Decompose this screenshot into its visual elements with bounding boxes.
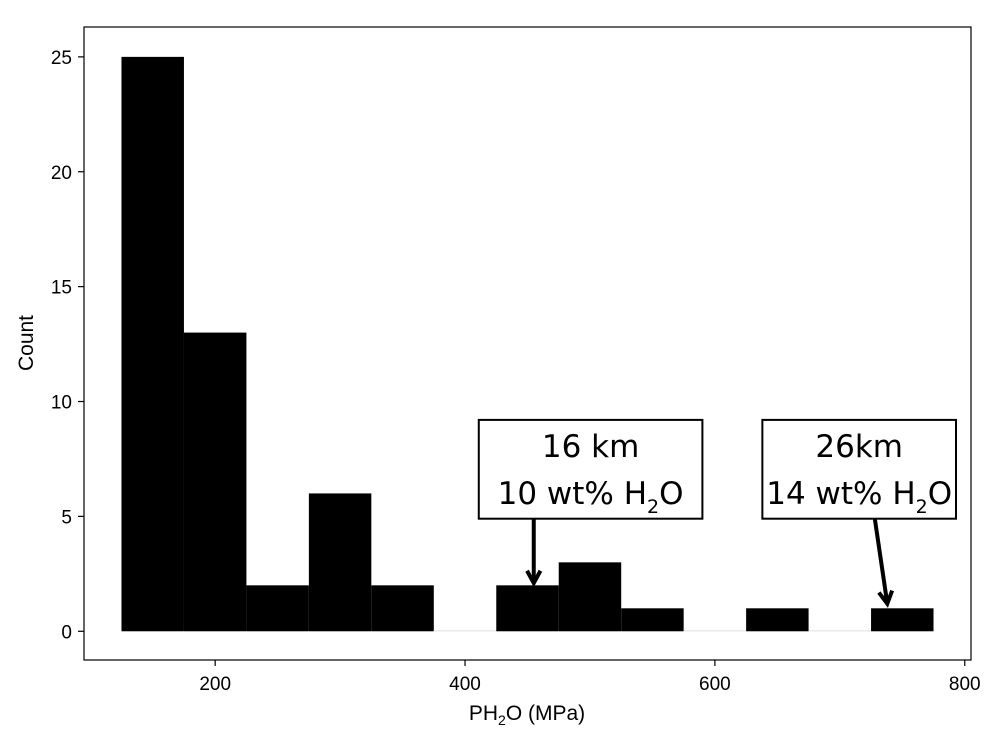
x-tick-label: 200	[199, 674, 231, 695]
annotation-box	[761, 418, 958, 520]
annotation-depth: 16 km	[542, 429, 639, 465]
y-tick-label: 5	[61, 507, 72, 528]
histogram-bar	[246, 585, 309, 632]
x-axis-title-subscript: 2	[498, 712, 506, 728]
x-axis-title-rest: O (MPa)	[506, 702, 585, 725]
annotation-water-rest: O	[659, 476, 683, 512]
histogram-bar	[433, 630, 497, 632]
annotation-arrowhead	[525, 569, 543, 588]
annotation-depth: 26km	[815, 429, 903, 465]
x-axis: 200 400 600 800	[199, 660, 981, 695]
y-tick-label: 25	[51, 48, 72, 69]
annotation-water-content: 10 wt% H2O	[498, 476, 684, 518]
annotation-arrowhead	[877, 589, 895, 608]
annotation-box	[477, 418, 704, 520]
histogram-bar	[308, 493, 372, 632]
annotation-water-content: 14 wt% H2O	[766, 476, 952, 518]
y-axis-title: Count	[15, 315, 38, 371]
histogram-bar	[683, 630, 747, 632]
histogram-bar	[183, 332, 247, 632]
annotation-water-rest: O	[928, 476, 952, 512]
histogram-bar	[808, 630, 872, 632]
y-tick-label: 15	[51, 278, 72, 299]
histogram-bar	[121, 56, 184, 632]
annotation-water-main: 14 wt% H	[766, 476, 915, 512]
x-tick-label: 800	[949, 674, 981, 695]
annotation-water-main: 10 wt% H	[498, 476, 647, 512]
histogram-bar	[558, 562, 622, 632]
x-axis-title-main: PH	[469, 702, 498, 725]
annotation-water-subscript: 2	[647, 496, 659, 518]
x-tick-label: 600	[699, 674, 731, 695]
y-tick-label: 10	[51, 393, 72, 414]
histogram-bar	[746, 608, 809, 632]
histogram-bar	[496, 585, 559, 632]
x-tick-label: 400	[449, 674, 481, 695]
x-axis-title: PH2O (MPa)	[469, 702, 585, 728]
bars-group	[121, 56, 934, 632]
histogram-bar	[621, 608, 684, 632]
y-tick-label: 20	[51, 163, 72, 184]
histogram-bar	[371, 585, 434, 632]
y-axis: 0 5 10 15 20 25	[51, 48, 84, 643]
y-tick-label: 0	[61, 622, 72, 643]
histogram-bar	[871, 608, 934, 632]
annotation-arrow	[872, 518, 890, 604]
annotation-water-subscript: 2	[916, 496, 928, 518]
